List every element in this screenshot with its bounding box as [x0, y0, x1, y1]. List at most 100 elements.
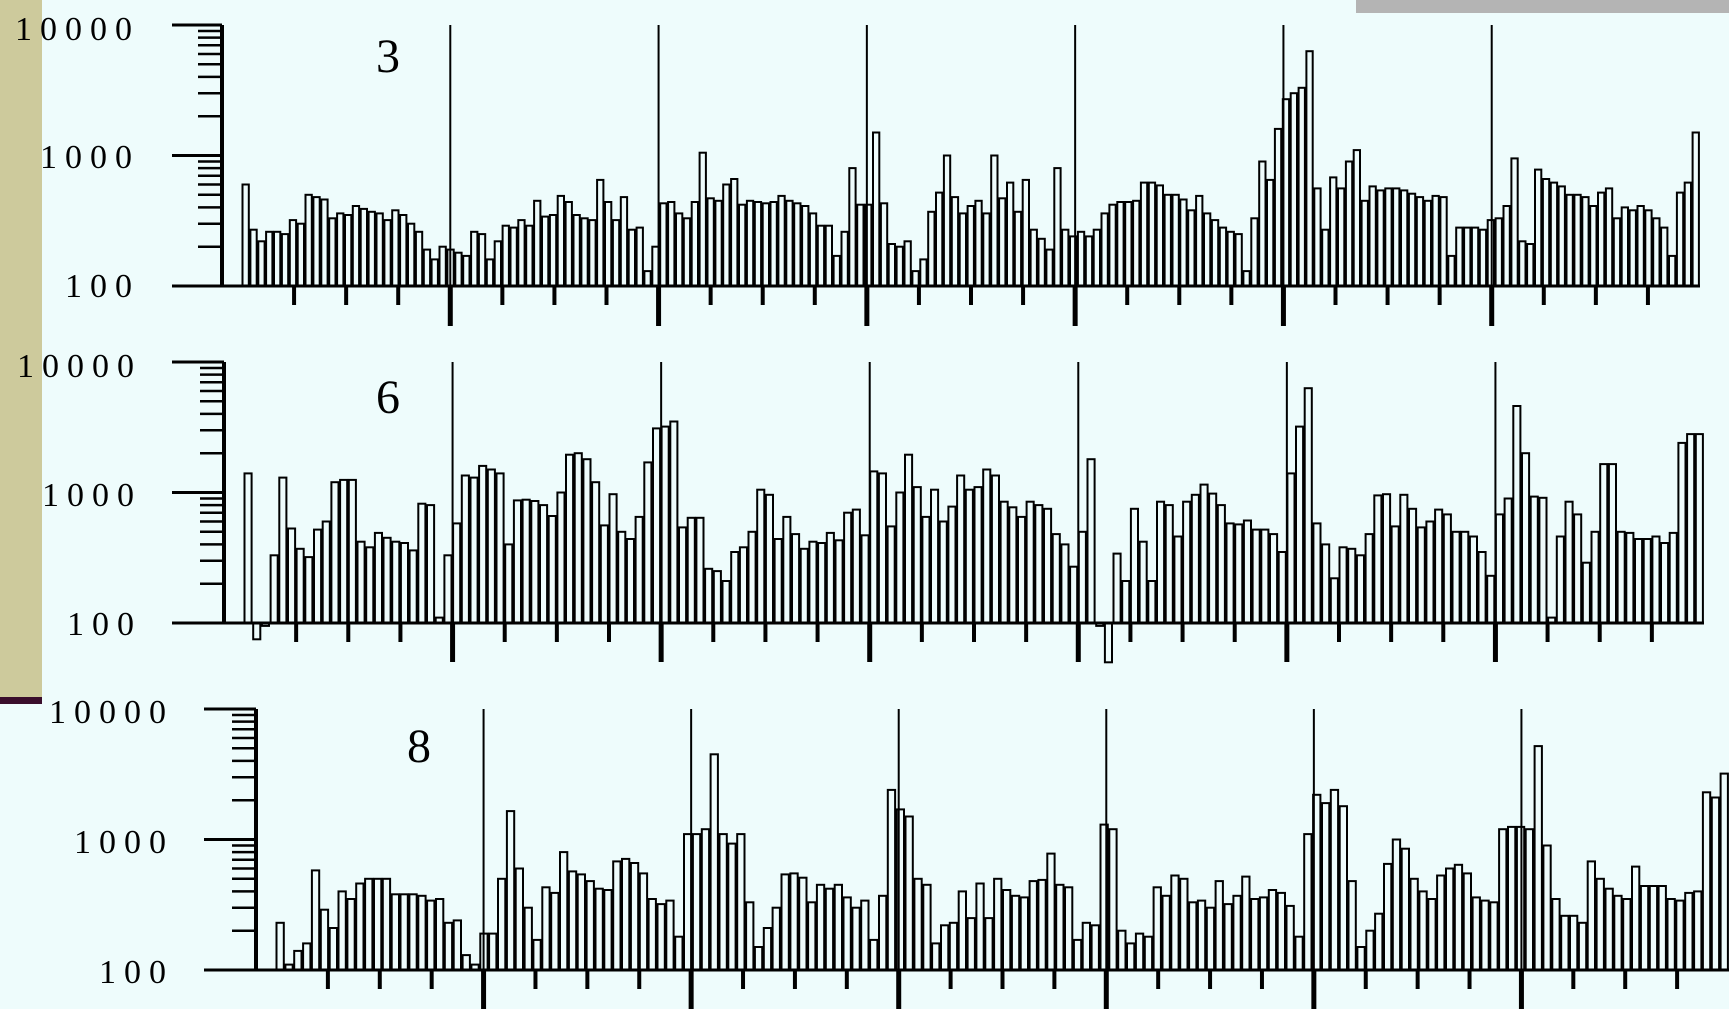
- histogram-bar: [698, 151, 707, 287]
- histogram-bar: [1329, 577, 1339, 624]
- panel-label-8: 8: [407, 720, 431, 773]
- histogram-bar: [747, 530, 757, 624]
- histogram-bar: [635, 226, 644, 288]
- histogram-bar: [1636, 205, 1645, 287]
- histogram-bar: [975, 882, 985, 971]
- histogram-bar: [1002, 889, 1012, 971]
- histogram-bar: [990, 474, 1001, 624]
- histogram-bar: [485, 258, 495, 287]
- histogram-bar: [304, 556, 314, 624]
- histogram-bar: [1116, 201, 1125, 287]
- histogram-bar: [1064, 886, 1074, 971]
- histogram-bar: [1407, 192, 1417, 287]
- histogram-bar: [241, 183, 250, 287]
- histogram-bar: [1129, 507, 1140, 624]
- histogram-bar: [585, 880, 595, 971]
- histogram-bar: [608, 493, 618, 625]
- histogram-bar: [1103, 622, 1114, 664]
- histogram-bar: [1043, 507, 1053, 624]
- histogram-bar: [927, 210, 936, 287]
- histogram-bar: [265, 230, 274, 288]
- y-tick-label-1000: 1000: [74, 824, 174, 861]
- histogram-bar: [426, 899, 436, 971]
- histogram-bar: [1277, 551, 1287, 624]
- histogram-bar: [1477, 551, 1487, 624]
- histogram-bar: [1551, 898, 1561, 971]
- histogram-bar: [1634, 538, 1644, 624]
- histogram-bar: [771, 906, 781, 972]
- histogram-bar: [603, 889, 613, 971]
- histogram-bar: [344, 214, 353, 287]
- histogram-bar: [1612, 217, 1622, 287]
- histogram-bar: [382, 536, 392, 624]
- histogram-bar: [269, 554, 279, 624]
- histogram-bar: [780, 873, 790, 972]
- histogram-bar: [848, 167, 857, 288]
- histogram-bar: [1273, 127, 1283, 287]
- histogram-bar: [1303, 833, 1313, 971]
- histogram-bar: [1480, 899, 1490, 971]
- histogram-bar: [1352, 149, 1361, 287]
- histogram-bar: [791, 533, 801, 624]
- histogram-bar: [1164, 504, 1174, 625]
- histogram-bar: [1418, 890, 1428, 972]
- histogram-bar: [452, 522, 462, 625]
- histogram-bar: [1468, 535, 1479, 624]
- histogram-bar: [753, 946, 764, 971]
- histogram-bar: [1241, 875, 1251, 971]
- histogram-bar: [1686, 433, 1696, 624]
- histogram-bar: [296, 222, 306, 287]
- histogram-bar: [1100, 212, 1109, 287]
- histogram-bar: [691, 833, 702, 971]
- histogram-bar: [469, 476, 479, 624]
- histogram-bar: [764, 493, 775, 624]
- top-gray-bar: [1356, 0, 1729, 13]
- histogram-bar: [1518, 240, 1527, 288]
- histogram-bar: [1622, 898, 1632, 971]
- histogram-bar: [328, 927, 339, 971]
- histogram-bar: [879, 202, 889, 287]
- histogram-bar: [1557, 185, 1566, 287]
- histogram-bar: [808, 212, 818, 287]
- histogram-bar: [1462, 872, 1472, 972]
- histogram-bar: [278, 476, 288, 624]
- histogram-bar: [1597, 191, 1606, 288]
- histogram-bar: [1344, 160, 1354, 287]
- histogram-bar: [1631, 865, 1641, 971]
- histogram-bar: [1526, 243, 1535, 287]
- histogram-bar: [1266, 178, 1275, 287]
- histogram-bar: [1216, 504, 1226, 625]
- histogram-bar: [919, 258, 928, 287]
- histogram-bar: [745, 901, 755, 971]
- histogram-bar: [669, 420, 679, 624]
- histogram-bar: [347, 478, 357, 624]
- histogram-bar: [789, 872, 799, 972]
- histogram-bar: [565, 453, 575, 625]
- histogram-bar: [1416, 526, 1426, 625]
- histogram-bar: [1210, 219, 1220, 288]
- histogram-bar: [567, 870, 578, 972]
- histogram-bar: [1595, 877, 1605, 971]
- histogram-bar: [1427, 898, 1437, 971]
- histogram-bar: [1208, 492, 1218, 624]
- histogram-bar: [556, 491, 566, 624]
- histogram-bar: [1010, 894, 1021, 971]
- histogram-bar: [521, 498, 531, 625]
- histogram-bar: [1471, 896, 1481, 972]
- histogram-bar: [1297, 86, 1306, 287]
- histogram-bar: [1250, 217, 1259, 287]
- histogram-bar: [1037, 237, 1046, 288]
- histogram-bar: [505, 810, 516, 971]
- histogram-bar: [1693, 890, 1703, 972]
- histogram-bar: [512, 499, 523, 624]
- histogram-bar: [1021, 178, 1031, 287]
- histogram-bar: [1295, 425, 1305, 624]
- histogram-bar: [576, 873, 587, 972]
- histogram-bar: [541, 215, 550, 288]
- histogram-bar: [399, 893, 409, 971]
- histogram-bar: [1019, 896, 1030, 972]
- histogram-bar: [257, 240, 266, 288]
- histogram-bar: [1321, 802, 1331, 971]
- histogram-bar: [1710, 796, 1721, 971]
- histogram-bar: [851, 906, 861, 972]
